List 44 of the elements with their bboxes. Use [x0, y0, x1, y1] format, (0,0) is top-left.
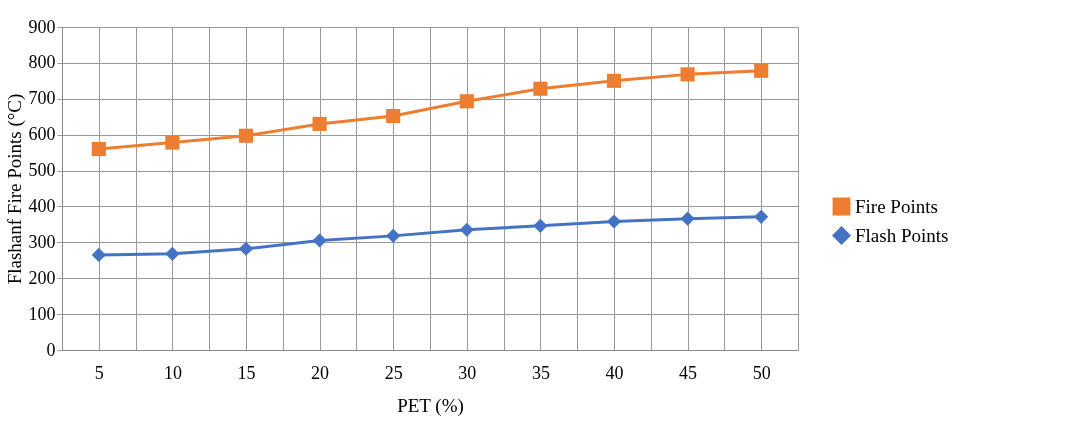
x-tick-label: 20: [311, 362, 330, 383]
x-tick-label: 45: [679, 362, 698, 383]
point: [238, 241, 254, 256]
point: [754, 63, 769, 78]
point: [312, 116, 327, 131]
x-tick-label: 15: [237, 362, 256, 383]
y-tick-label: 100: [28, 303, 56, 324]
y-tick-label: 0: [46, 339, 56, 360]
y-tick-label: 900: [28, 16, 56, 37]
point: [386, 228, 401, 243]
point: [533, 81, 548, 96]
point: [91, 141, 106, 157]
point: [165, 135, 180, 150]
point: [606, 73, 622, 88]
y-tick-label: 600: [28, 124, 56, 145]
point: [680, 211, 695, 226]
y-tick-label: 400: [28, 195, 56, 216]
y-tick-label: 500: [28, 160, 56, 181]
y-tick-label: 200: [28, 267, 56, 288]
legend-label: Fire Points: [855, 195, 938, 217]
point: [459, 222, 474, 237]
x-tick-label: 10: [163, 362, 182, 383]
point: [238, 128, 254, 143]
x-tick-label: 40: [605, 362, 624, 383]
point: [754, 209, 769, 224]
y-tick-label: 800: [28, 52, 56, 73]
x-tick-label: 35: [531, 362, 550, 383]
point: [533, 218, 548, 233]
x-tick-label: 30: [458, 362, 477, 383]
point: [606, 214, 622, 229]
y-tick-label: 300: [28, 231, 56, 252]
point: [386, 108, 401, 124]
point: [680, 67, 695, 82]
y-tick-label: 700: [28, 88, 56, 109]
point: [459, 94, 474, 109]
x-axis-title: PET (%): [397, 394, 464, 417]
point: [165, 246, 180, 261]
point: [91, 247, 106, 262]
legend-label: Flash Points: [855, 224, 949, 246]
x-tick-label: 5: [94, 362, 104, 383]
point: [312, 233, 327, 248]
y-axis-title: Flashanf Fire Points (°C): [3, 93, 26, 285]
x-tick-label: 50: [752, 362, 771, 383]
x-tick-label: 25: [384, 362, 403, 383]
